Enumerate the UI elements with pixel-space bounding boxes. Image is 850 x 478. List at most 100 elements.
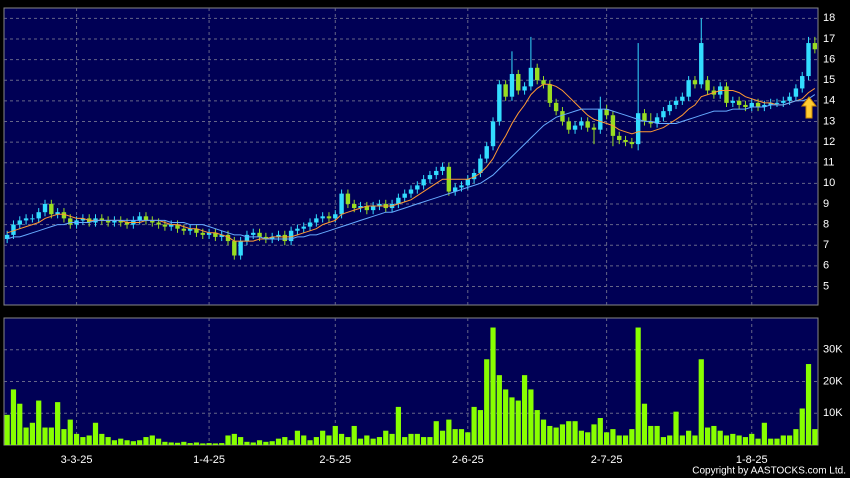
candle-body — [30, 218, 35, 220]
candle-body — [591, 127, 597, 130]
volume-bar — [10, 389, 17, 445]
y-tick-label: 30K — [823, 344, 843, 356]
candle-body — [434, 170, 439, 176]
volume-bar — [421, 437, 427, 445]
volume-bar — [534, 410, 540, 445]
volume-bar — [212, 443, 218, 445]
candle-body — [680, 96, 685, 101]
volume-bar — [118, 438, 124, 445]
price-panel — [3, 7, 819, 306]
arrow-icon — [800, 96, 818, 119]
volume-bar — [698, 359, 704, 445]
volume-bar — [181, 441, 187, 445]
volume-bar — [679, 435, 685, 445]
candle-body — [17, 220, 22, 225]
y-tick-label: 20K — [823, 375, 843, 387]
moving-average-line — [7, 83, 816, 242]
candle-body — [225, 234, 231, 242]
candle-body — [736, 100, 742, 105]
volume-bar — [471, 406, 477, 445]
candle-body — [124, 222, 130, 225]
volume-bar — [187, 443, 193, 445]
volume-bar — [780, 435, 786, 445]
candle-body — [194, 228, 199, 233]
x-tick-label: 2-5-25 — [319, 454, 351, 466]
y-tick-label: 12 — [823, 136, 835, 148]
volume-bar — [80, 437, 86, 445]
candle-body — [547, 84, 553, 103]
x-tick-label: 1-8-25 — [736, 454, 768, 466]
volume-bar — [799, 408, 805, 445]
volume-bar — [23, 427, 29, 445]
candle-body — [699, 43, 704, 85]
candle-body — [352, 203, 357, 209]
candle-body — [370, 206, 376, 211]
volume-bar — [465, 432, 471, 445]
volume-bar — [673, 411, 679, 445]
volume-bar — [439, 430, 446, 445]
candle-body — [68, 218, 73, 225]
candle-body — [553, 102, 559, 112]
x-tick-label: 2-7-25 — [591, 454, 623, 466]
candle-body — [137, 216, 142, 221]
candle-body — [762, 104, 767, 107]
candle-body — [692, 80, 698, 85]
volume-bar — [244, 441, 250, 445]
volume-bar — [326, 435, 332, 445]
volume-bar — [427, 437, 433, 445]
candle-body — [288, 230, 294, 242]
candle-body — [509, 74, 515, 97]
volume-bar — [351, 425, 357, 445]
candle-body — [408, 189, 414, 194]
candle-body — [333, 214, 338, 219]
volume-bar — [282, 437, 288, 445]
candle-body — [282, 234, 287, 242]
candle-body — [143, 216, 149, 221]
copyright: Copyright by AASTOCKS.com Ltd. — [692, 466, 846, 477]
volume-bar — [364, 435, 370, 445]
candle-body — [503, 84, 508, 97]
candle-body — [314, 218, 319, 223]
candle-body — [232, 241, 237, 256]
volume-bar — [225, 435, 231, 445]
volume-bar — [402, 437, 408, 445]
volume-bar — [610, 429, 616, 445]
volume-bar — [332, 425, 338, 445]
x-tick-label: 3-3-25 — [61, 454, 93, 466]
volume-bar — [288, 440, 294, 445]
volume-bar — [42, 427, 48, 445]
candle-body — [566, 121, 571, 130]
volume-bar — [345, 437, 351, 445]
candle-body — [528, 67, 534, 87]
candle-body — [654, 117, 660, 124]
volume-bar — [787, 435, 793, 445]
candle-body — [238, 241, 243, 256]
y-tick-label: 7 — [823, 239, 829, 251]
candle-body — [673, 100, 679, 105]
volume-bar — [17, 403, 23, 445]
volume-bar — [692, 435, 698, 445]
volume-bar — [509, 397, 515, 445]
candle-body — [295, 228, 300, 231]
candle-body — [213, 232, 218, 237]
volume-bar — [414, 433, 420, 445]
candle-body — [743, 104, 748, 107]
candle-body — [572, 125, 578, 130]
candle-body — [23, 218, 29, 221]
candle-body — [219, 234, 224, 237]
volume-bar — [256, 440, 263, 445]
volume-bar — [86, 435, 92, 445]
volume-bar — [578, 430, 584, 445]
candle-body — [156, 222, 161, 225]
volume-bar — [812, 429, 818, 445]
y-tick-label: 18 — [823, 12, 835, 24]
volume-bar — [313, 437, 319, 445]
candle-body — [244, 234, 250, 242]
volume-bar — [755, 438, 761, 445]
candle-body — [251, 232, 256, 235]
y-tick-label: 15 — [823, 74, 835, 86]
volume-bar — [635, 327, 641, 445]
candle-body — [339, 193, 344, 215]
volume-bar — [768, 438, 774, 445]
